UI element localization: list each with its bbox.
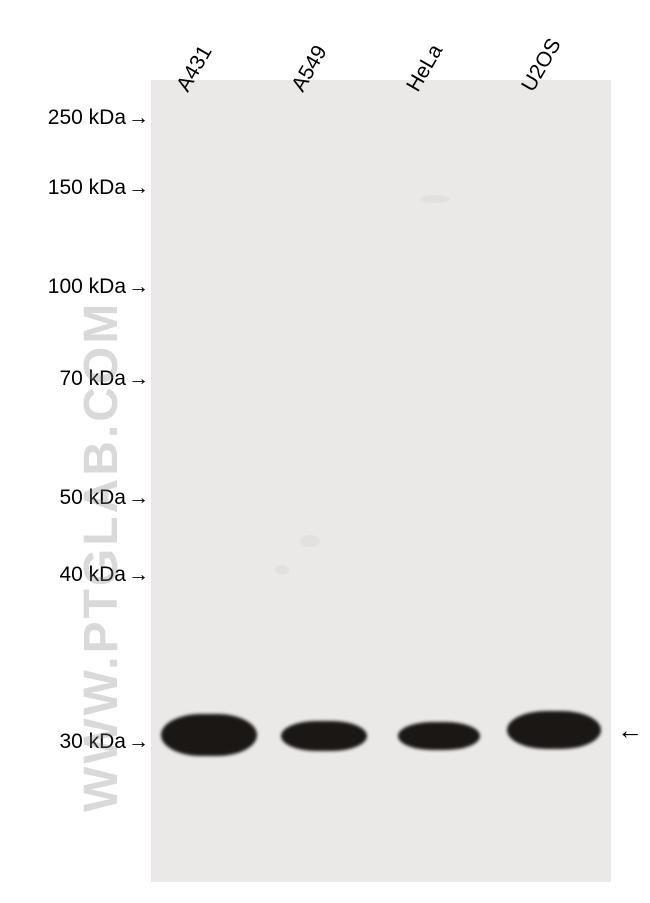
- blot-band: [507, 711, 601, 749]
- marker-label: 250 kDa→: [48, 106, 149, 130]
- blot-band: [398, 722, 480, 750]
- arrow-right-icon: →: [128, 367, 149, 391]
- membrane-smudge: [420, 195, 450, 203]
- arrow-right-icon: →: [128, 275, 149, 299]
- marker-label: 100 kDa→: [48, 275, 149, 299]
- marker-text: 250 kDa: [48, 106, 126, 129]
- membrane-smudge: [300, 535, 320, 547]
- blot-band: [161, 714, 257, 756]
- western-blot-figure: A431A549HeLaU2OS 250 kDa→150 kDa→100 kDa…: [0, 0, 650, 903]
- arrow-right-icon: →: [128, 176, 149, 200]
- marker-text: 150 kDa: [48, 176, 126, 199]
- target-band-arrow: ←: [617, 715, 643, 746]
- blot-membrane: [151, 80, 611, 882]
- membrane-smudge: [275, 565, 289, 575]
- blot-band: [281, 721, 367, 751]
- arrow-right-icon: →: [128, 563, 149, 587]
- arrow-right-icon: →: [128, 106, 149, 130]
- watermark-text: WWW.PTGLAB.COM: [74, 301, 129, 812]
- arrow-right-icon: →: [128, 730, 149, 754]
- marker-text: 100 kDa: [48, 275, 126, 298]
- marker-label: 150 kDa→: [48, 176, 149, 200]
- arrow-right-icon: →: [128, 486, 149, 510]
